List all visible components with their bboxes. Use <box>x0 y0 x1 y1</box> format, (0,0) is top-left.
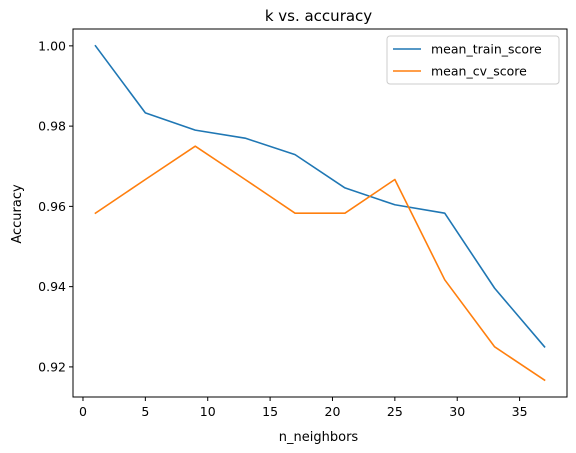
x-tick-label: 30 <box>449 404 465 419</box>
legend-label-mean-cv-score: mean_cv_score <box>431 64 527 79</box>
y-tick-label: 0.96 <box>38 199 66 214</box>
axes-frame <box>72 28 568 398</box>
chart-title: k vs. accuracy <box>265 7 372 25</box>
y-axis-label: Accuracy <box>10 184 25 244</box>
legend-label-mean-train-score: mean_train_score <box>431 42 542 57</box>
y-tick-label: 0.98 <box>38 119 66 134</box>
series-layer <box>94 44 546 382</box>
x-tick-label: 25 <box>387 404 403 419</box>
y-axis-ticks: 0.92 0.94 0.96 0.98 1.00 <box>38 38 73 374</box>
x-tick-label: 35 <box>512 404 528 419</box>
series-line-mean-cv-score <box>94 145 546 382</box>
plot-area: 0 5 10 15 20 25 30 35 0.92 0.94 0.96 0.98 1.00 <box>38 28 568 419</box>
x-tick-label: 20 <box>325 404 341 419</box>
x-tick-label: 15 <box>262 404 278 419</box>
y-tick-label: 0.92 <box>38 359 66 374</box>
legend: mean_train_score mean_cv_score <box>386 35 560 85</box>
series-line-mean-train-score <box>94 44 546 348</box>
legend-box <box>386 35 560 85</box>
x-axis-ticks: 0 5 10 15 20 25 30 35 <box>79 397 528 419</box>
x-axis-label: n_neighbors <box>279 430 359 445</box>
x-tick-label: 10 <box>200 404 216 419</box>
y-tick-label: 0.94 <box>38 279 66 294</box>
y-tick-label: 1.00 <box>38 38 66 53</box>
x-tick-label: 5 <box>141 404 149 419</box>
x-tick-label: 0 <box>79 404 87 419</box>
